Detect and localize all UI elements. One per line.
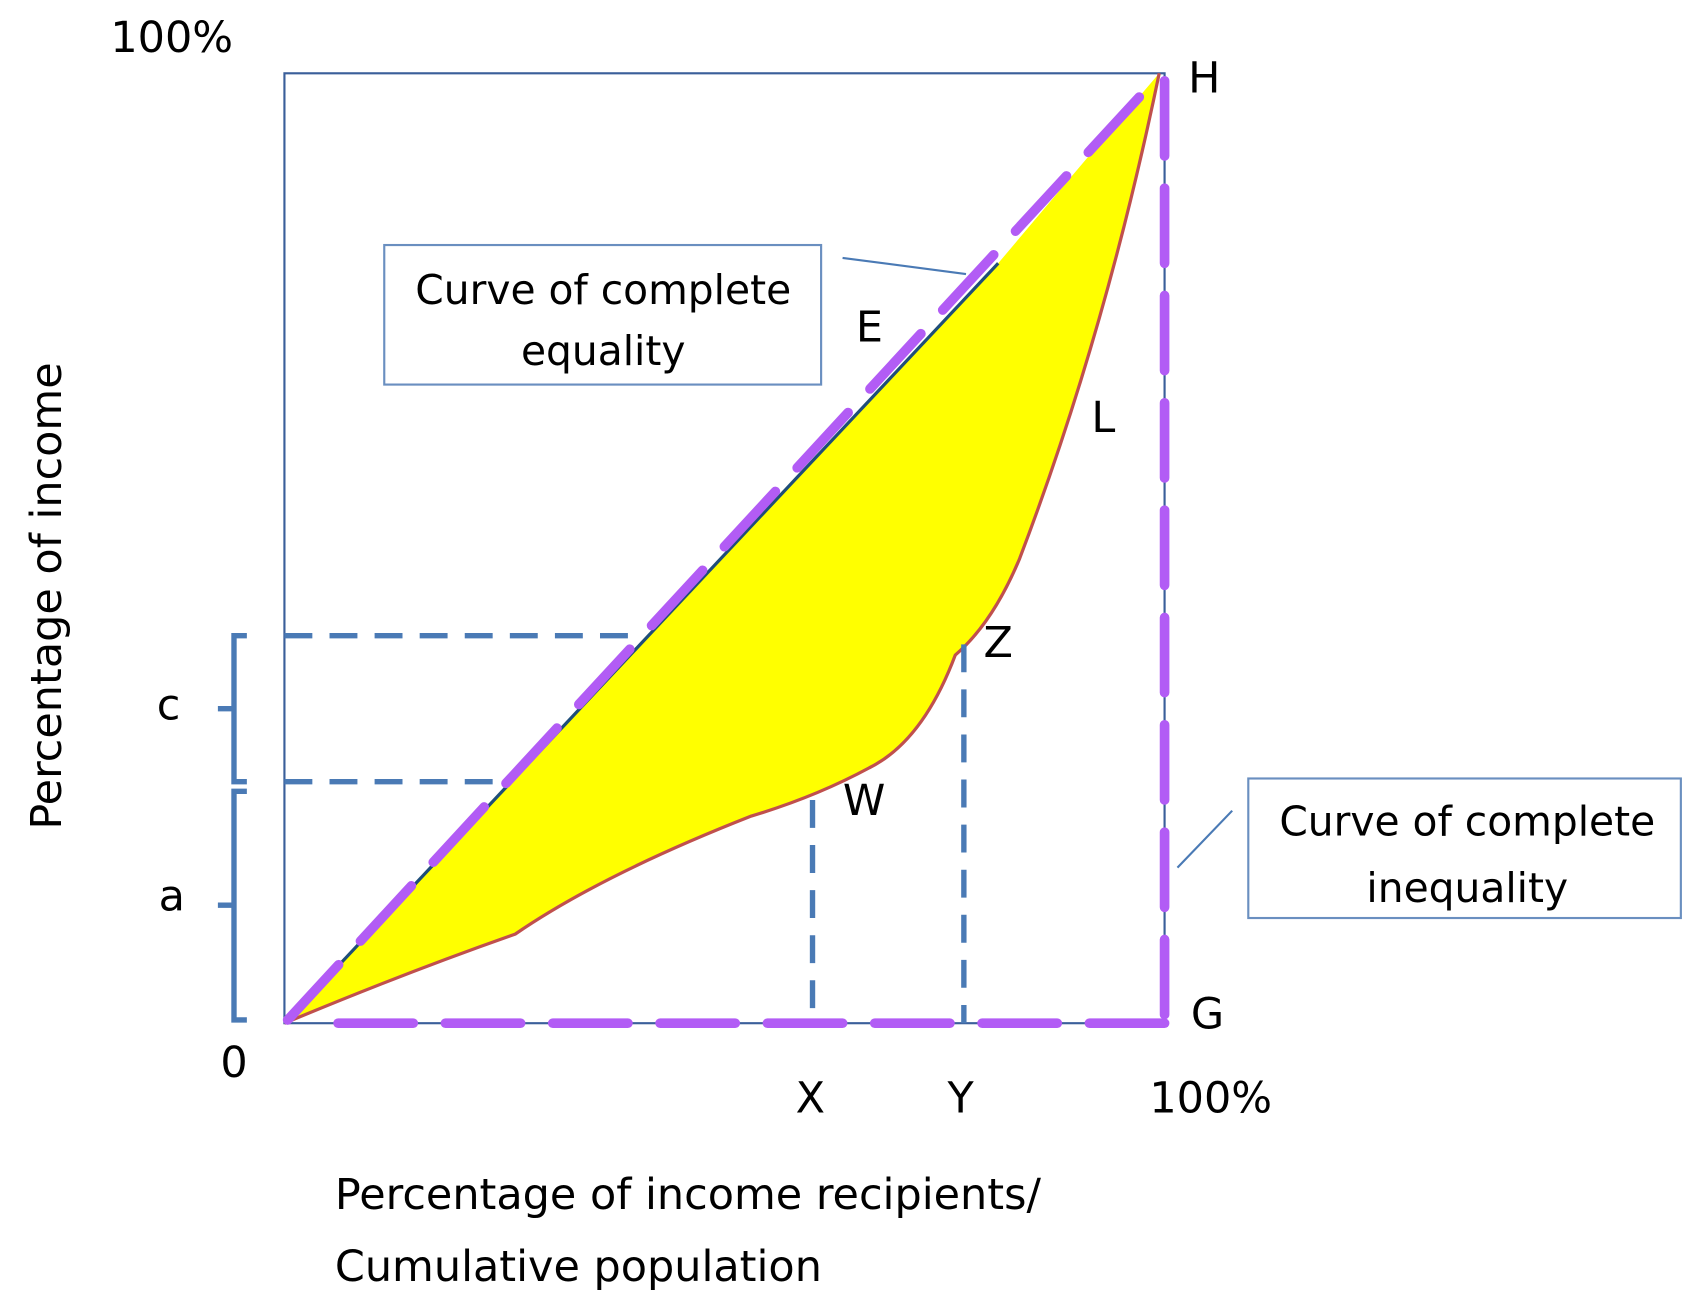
- callout-text: inequality: [1366, 864, 1568, 912]
- x-title: Cumulative population: [335, 1242, 822, 1292]
- y-top-label: 100%: [110, 13, 233, 63]
- callout-text: Curve of complete: [1279, 797, 1655, 845]
- bracket-label: a: [159, 872, 185, 922]
- callout-box: [1247, 777, 1682, 920]
- y-title: Percentage of income: [22, 362, 72, 829]
- guide-lines: [284, 633, 967, 1024]
- x-title: Percentage of income recipients/: [335, 1170, 1042, 1220]
- gini-area: [284, 73, 1160, 1024]
- brackets: [217, 633, 247, 1023]
- point-label: E: [856, 303, 883, 353]
- x-right-label: 100%: [1149, 1073, 1272, 1123]
- callout-box: [383, 243, 823, 386]
- origin-label: 0: [220, 1038, 247, 1088]
- point-label: W: [843, 776, 885, 826]
- pointer: [842, 256, 967, 276]
- callout-inequality: Curve of complete inequality: [1247, 777, 1682, 920]
- point-label: G: [1191, 990, 1224, 1040]
- point-label: Z: [984, 618, 1013, 668]
- callout-equality: Curve of complete equality: [383, 243, 823, 386]
- bracket-label: c: [157, 680, 181, 730]
- point-label: L: [1091, 393, 1115, 443]
- point-label: Y: [947, 1073, 975, 1123]
- callout-text: equality: [521, 327, 686, 375]
- callout-text: Curve of complete: [415, 266, 791, 314]
- lorenz-curve: [283, 72, 1161, 1025]
- purple-dashed: [282, 70, 1170, 1029]
- pointer: [1176, 809, 1233, 869]
- point-label: H: [1188, 54, 1220, 104]
- point-label: X: [796, 1073, 825, 1123]
